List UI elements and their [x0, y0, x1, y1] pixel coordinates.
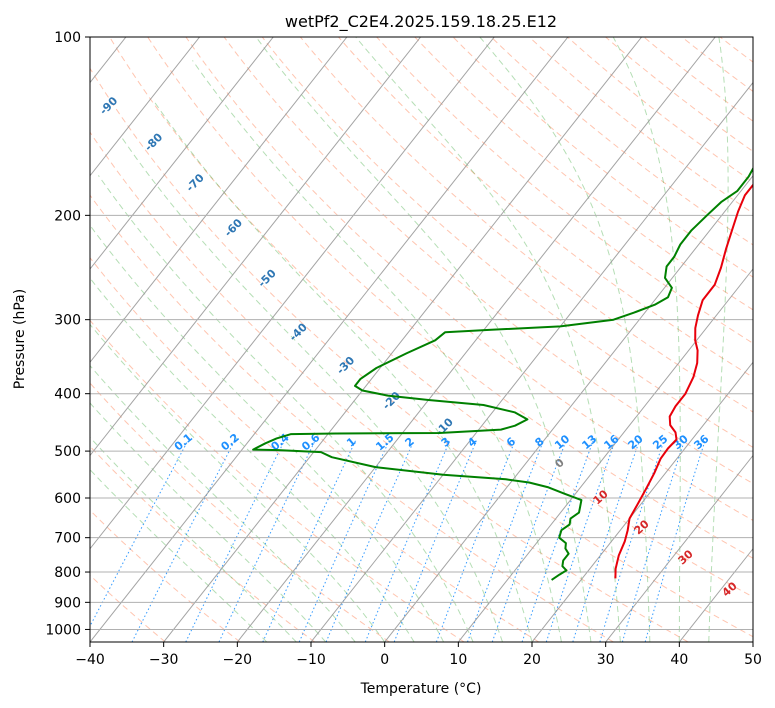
isotherm-line [90, 37, 422, 457]
moist-adiabat-line [479, 37, 651, 642]
dry-adiabat-line [90, 131, 689, 642]
x-axis-label: Temperature (°C) [360, 681, 482, 697]
dewpoint-line [252, 166, 753, 581]
dry-adiabat-line [90, 319, 465, 642]
dry-adiabat-line [90, 509, 241, 642]
y-axis-label: Pressure (hPa) [12, 289, 28, 389]
mixing-ratio-line [521, 440, 594, 642]
x-tick-label: 10 [449, 652, 467, 668]
chart-title: wetPf2_C2E4.2025.159.18.25.E12 [285, 12, 557, 32]
moist-adiabat-line [355, 37, 621, 642]
moist-adiabat-line [90, 364, 356, 642]
x-tick-label: −40 [75, 652, 105, 668]
moist-adiabat-line [90, 277, 415, 642]
dry-adiabat-line [490, 37, 753, 246]
isotherm-line [236, 37, 716, 642]
mixing-ratio-line [599, 440, 665, 642]
background-lines [90, 37, 753, 642]
isotherm-line [310, 81, 753, 642]
x-tick-label: 0 [380, 652, 389, 668]
moist-adiabat-line [90, 436, 297, 642]
dry-adiabat-line [261, 37, 753, 448]
dry-adiabat-line [90, 445, 315, 642]
moist-adiabat-line [708, 37, 729, 642]
dry-adiabat-line [147, 37, 753, 559]
moist-adiabat-line [90, 224, 445, 642]
sounding-series [252, 166, 753, 581]
moist-adiabat-line [97, 175, 474, 642]
isotherm-line [90, 37, 201, 177]
x-tick-label: −10 [296, 652, 326, 668]
x-tick-label: −20 [223, 652, 253, 668]
mixing-ratio-line [298, 440, 390, 642]
mixing-ratio-line [185, 440, 285, 642]
isotherm-line [90, 37, 274, 270]
dry-adiabat-line [109, 37, 753, 598]
y-tick-label: 600 [54, 491, 81, 507]
isotherm-line [90, 37, 569, 642]
y-tick-label: 900 [54, 595, 81, 611]
mixing-ratio-line [467, 440, 544, 642]
moist-adiabat-line [192, 60, 562, 642]
dry-adiabat-line [90, 67, 753, 638]
mixing-ratio-line [364, 440, 451, 642]
dry-adiabat-line [376, 37, 753, 344]
y-tick-label: 200 [54, 208, 81, 224]
dry-adiabat-line [338, 37, 753, 378]
mixing-ratio-line [644, 440, 706, 642]
isotherm-line [605, 454, 753, 642]
y-tick-label: 100 [54, 30, 81, 46]
y-tick-label: 300 [54, 313, 81, 329]
temperature-line [614, 183, 753, 579]
plot-frame [89, 36, 754, 643]
y-tick-label: 800 [54, 565, 81, 581]
dry-adiabat-line [605, 37, 753, 153]
isotherm-line [163, 37, 643, 642]
isotherm-line [531, 361, 753, 642]
mixing-ratio-line [262, 440, 357, 642]
isotherm-line [90, 37, 348, 364]
x-tick-label: −30 [149, 652, 179, 668]
axis-ticks: −40 −30 −20 −10 0 10 20 30 40 50 100 200 300 400 500 60… [45, 30, 762, 668]
moist-adiabat-line [255, 37, 592, 642]
isotherm-line [90, 37, 495, 550]
x-tick-label: 40 [670, 652, 688, 668]
y-tick-label: 400 [54, 387, 81, 403]
dry-adiabat-line [185, 37, 753, 522]
dry-adiabat-line [528, 37, 753, 214]
moist-adiabat-line [90, 323, 386, 642]
isotherm-line [457, 268, 753, 642]
isotherm-line [384, 174, 753, 642]
y-tick-label: 700 [54, 531, 81, 547]
moist-adiabat-line [612, 37, 681, 642]
y-tick-label: 1000 [45, 622, 81, 638]
dry-adiabat-line [90, 194, 614, 642]
moist-adiabat-line [90, 468, 268, 642]
dry-adiabat-line [90, 256, 540, 642]
y-tick-label: 500 [54, 444, 81, 460]
x-tick-label: 50 [744, 652, 762, 668]
mixing-ratio-line [325, 440, 415, 642]
moist-adiabat-line [153, 101, 533, 642]
x-tick-label: 30 [597, 652, 615, 668]
mixing-ratio-line [621, 440, 685, 642]
x-tick-label: 20 [523, 652, 541, 668]
dry-adiabat-line [567, 37, 753, 183]
dry-adiabat-line [223, 37, 753, 485]
